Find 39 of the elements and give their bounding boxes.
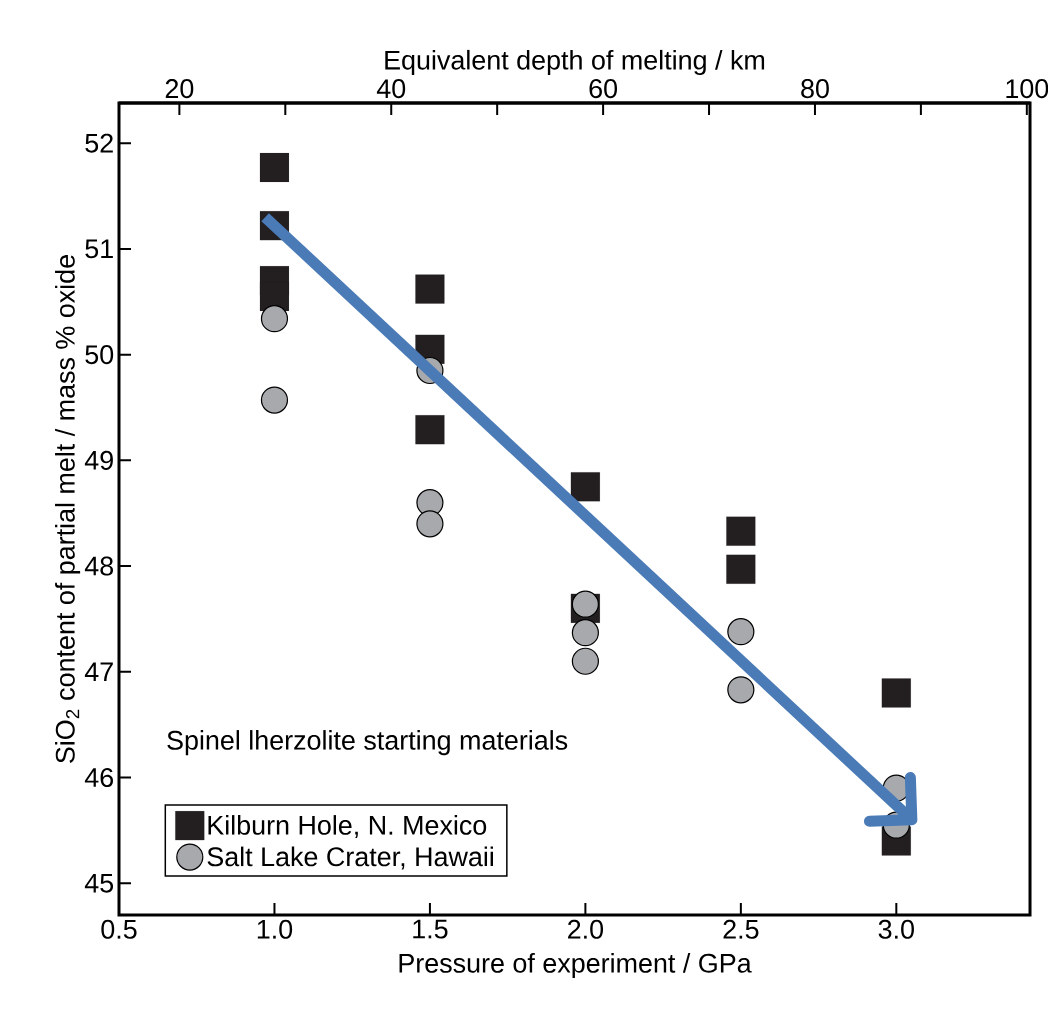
legend-title: Spinel lherzolite starting materials: [167, 730, 568, 756]
y-tick-label: 48: [84, 556, 114, 576]
y-tick-label: 47: [84, 662, 113, 682]
point: [727, 618, 755, 646]
x2-tick-label: 20: [165, 79, 194, 99]
point: [415, 415, 445, 445]
point: [260, 386, 289, 414]
point: [416, 510, 444, 538]
x-tick-label: 3.0: [878, 919, 914, 939]
point: [726, 516, 756, 546]
y-tick-label: 52: [85, 133, 113, 153]
x2-tick-label: 40: [376, 79, 406, 99]
x-tick-label: 0.5: [101, 919, 137, 939]
x2-tick-label: 80: [801, 79, 829, 99]
y-tick-label: 50: [85, 345, 114, 365]
x-tick-label: 2.0: [568, 919, 604, 939]
point: [571, 647, 599, 675]
point: [571, 619, 599, 647]
y-tick-label: 49: [84, 450, 113, 470]
point: [881, 678, 911, 708]
x-tick-label: 2.5: [723, 919, 759, 939]
y-axis-title: SiO$_{2}$ content of partial melt / mass % oxide: [55, 255, 81, 763]
x-axis-title: Pressure of experiment / GPa: [399, 953, 752, 979]
point: [415, 274, 445, 304]
x-tick-label: 1.5: [413, 919, 448, 939]
legend-label: Kilburn Hole, N. Mexico: [208, 815, 487, 839]
y-tick-label: 45: [84, 873, 114, 893]
x2-axis-title: Equivalent depth of melting / km: [385, 49, 765, 75]
point: [259, 152, 290, 183]
point: [726, 554, 756, 584]
x2-tick-label: 100: [1006, 79, 1048, 99]
x2-tick-label: 60: [589, 79, 618, 99]
y-tick-label: 46: [84, 768, 113, 788]
point: [260, 305, 289, 333]
y-tick-label: 51: [85, 239, 113, 259]
legend-label: Salt Lake Crater, Hawaii: [207, 846, 493, 870]
point: [727, 676, 755, 704]
x-tick-label: 1.0: [257, 919, 293, 939]
point: [570, 472, 600, 502]
